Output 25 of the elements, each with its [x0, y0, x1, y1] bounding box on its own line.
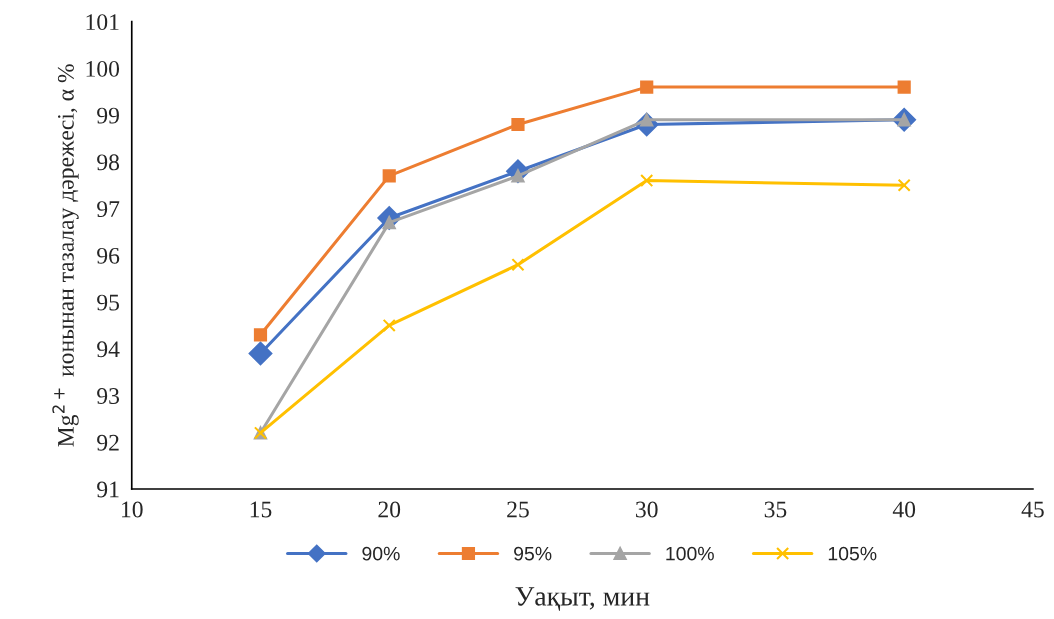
x-tick-label: 15 — [250, 501, 272, 518]
y-tick-label: 96 — [97, 247, 120, 264]
x-tick-label: 45 — [1021, 501, 1044, 518]
y-axis-title: Mg$^{2+}$ ионынан тазалау дәрежесі, α % — [52, 64, 79, 447]
y-tick-label: 99 — [97, 107, 119, 124]
legend-label: 95% — [514, 546, 552, 561]
y-tick-label: 91 — [97, 481, 119, 498]
y-tick-label: 101 — [86, 14, 119, 31]
y-tick-label: 97 — [97, 201, 120, 218]
y-tick-label: 100 — [86, 60, 120, 77]
x-tick-label: 40 — [892, 501, 916, 518]
x-tick-label: 35 — [764, 501, 787, 518]
y-tick-label: 94 — [97, 341, 120, 358]
legend-label: 90% — [362, 546, 400, 561]
x-axis-title: Уақыт, мин — [515, 587, 650, 611]
x-tick-label: 20 — [378, 501, 401, 518]
legend-label: 100% — [666, 546, 714, 561]
legend-label: 105% — [828, 546, 877, 561]
y-tick-label: 93 — [97, 388, 120, 404]
y-tick-label: 98 — [97, 154, 120, 171]
y-tick-label: 95 — [97, 294, 120, 311]
x-tick-label: 10 — [122, 501, 143, 518]
y-tick-label: 92 — [97, 434, 119, 451]
x-tick-label: 25 — [507, 501, 529, 518]
x-tick-label: 30 — [636, 501, 658, 518]
